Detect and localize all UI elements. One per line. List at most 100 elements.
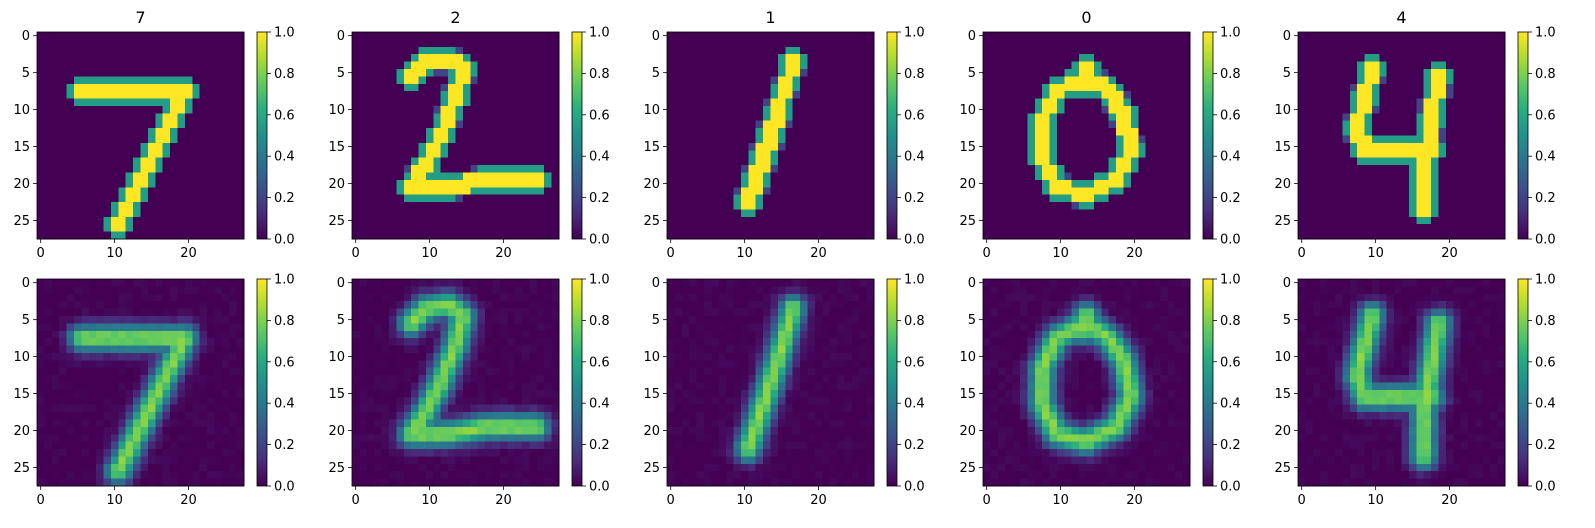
heatmap-cell <box>425 46 434 55</box>
heatmap-cell <box>155 478 164 487</box>
heatmap-cell <box>44 404 53 413</box>
heatmap-cell <box>536 301 545 309</box>
heatmap-cell <box>696 367 705 376</box>
heatmap-cell <box>229 187 237 195</box>
heatmap-cell <box>529 216 538 225</box>
heatmap-cell <box>418 32 427 40</box>
heatmap-cell <box>667 187 675 195</box>
heatmap-cell <box>110 54 119 62</box>
heatmap-cell <box>37 194 45 203</box>
heatmap-cell <box>807 105 816 114</box>
heatmap-cell <box>44 128 53 136</box>
heatmap-cell <box>133 463 141 472</box>
y-tick-label: 20 <box>643 177 660 192</box>
heatmap-cell <box>199 76 208 85</box>
heatmap-cell <box>352 135 360 144</box>
heatmap-cell <box>110 352 119 361</box>
heatmap-cell <box>814 352 823 361</box>
heatmap-cell <box>551 54 560 62</box>
heatmap-cell <box>674 91 683 99</box>
heatmap-cell <box>822 449 830 457</box>
heatmap-cell <box>221 165 230 173</box>
heatmap-cell <box>462 345 471 354</box>
heatmap-cell <box>514 449 523 457</box>
heatmap-cell <box>214 113 223 122</box>
heatmap-cell <box>140 286 149 295</box>
heatmap-cell <box>522 345 530 354</box>
heatmap-cell <box>96 382 104 391</box>
heatmap-cell <box>359 76 368 85</box>
heatmap-cell <box>785 397 794 406</box>
heatmap-cell <box>551 68 560 77</box>
heatmap-cell <box>214 279 223 287</box>
heatmap-cell <box>37 419 45 428</box>
heatmap-cell <box>696 301 705 309</box>
heatmap-cell <box>59 61 67 70</box>
heatmap-cell <box>381 172 390 181</box>
heatmap-cell <box>696 449 705 457</box>
heatmap-cell <box>470 202 479 210</box>
heatmap-cell <box>125 172 134 181</box>
heatmap-cell <box>140 150 149 159</box>
heatmap-cell <box>551 120 560 129</box>
heatmap-cell <box>440 157 449 166</box>
heatmap-cell <box>81 279 90 287</box>
heatmap-cell <box>388 456 397 465</box>
heatmap-cell <box>763 412 771 420</box>
x-tick-label: 10 <box>421 246 438 261</box>
heatmap-cell <box>1012 39 1021 48</box>
heatmap-cell <box>199 301 208 309</box>
heatmap-cell <box>403 172 412 181</box>
heatmap-cell <box>536 61 545 70</box>
heatmap-cell <box>359 68 368 77</box>
heatmap-cell <box>44 224 53 232</box>
colorbar-tick-label: 0.4 <box>589 150 610 165</box>
heatmap-cell <box>674 120 683 129</box>
heatmap-cell <box>96 98 104 107</box>
heatmap-cell <box>792 471 801 479</box>
heatmap-cell <box>696 54 705 62</box>
heatmap-cell <box>755 61 764 70</box>
heatmap-cell <box>792 76 801 85</box>
heatmap-cell <box>37 382 45 391</box>
heatmap-cell <box>667 61 675 70</box>
heatmap-cell <box>207 39 215 48</box>
heatmap-cell <box>551 209 560 218</box>
heatmap-cell <box>1071 39 1080 48</box>
heatmap-cell <box>118 216 127 225</box>
heatmap-cell <box>507 98 515 107</box>
heatmap-cell <box>184 113 193 122</box>
heatmap-cell <box>507 172 515 181</box>
heatmap-cell <box>763 449 771 457</box>
heatmap-cell <box>536 68 545 77</box>
heatmap-cell <box>110 68 119 77</box>
heatmap-cell <box>125 389 134 398</box>
heatmap-cell <box>66 286 75 295</box>
heatmap-cell <box>381 404 390 413</box>
heatmap-cell <box>514 54 523 62</box>
heatmap-cell <box>748 68 757 77</box>
heatmap-cell <box>199 338 208 346</box>
heatmap-cell <box>236 463 245 472</box>
heatmap-cell <box>44 83 53 92</box>
heatmap-cell <box>221 135 230 144</box>
heatmap-cell <box>477 157 486 166</box>
heatmap-cell <box>740 382 749 391</box>
heatmap-cell <box>770 360 779 369</box>
heatmap-cell <box>110 426 119 435</box>
x-tick-label: 10 <box>736 246 753 261</box>
heatmap-cell <box>696 463 705 472</box>
heatmap-cell <box>403 128 412 136</box>
y-tick-label: 20 <box>643 424 660 439</box>
heatmap-cell <box>184 345 193 354</box>
heatmap-cell <box>59 91 67 99</box>
heatmap-cell <box>184 419 193 428</box>
heatmap-cell <box>800 120 808 129</box>
heatmap-cell <box>777 32 786 40</box>
heatmap-cell <box>696 352 705 361</box>
heatmap-cell <box>681 231 690 240</box>
heatmap-cell <box>800 216 808 225</box>
heatmap-cell <box>667 301 675 309</box>
heatmap-cell <box>192 216 200 225</box>
heatmap-cell <box>396 165 405 173</box>
